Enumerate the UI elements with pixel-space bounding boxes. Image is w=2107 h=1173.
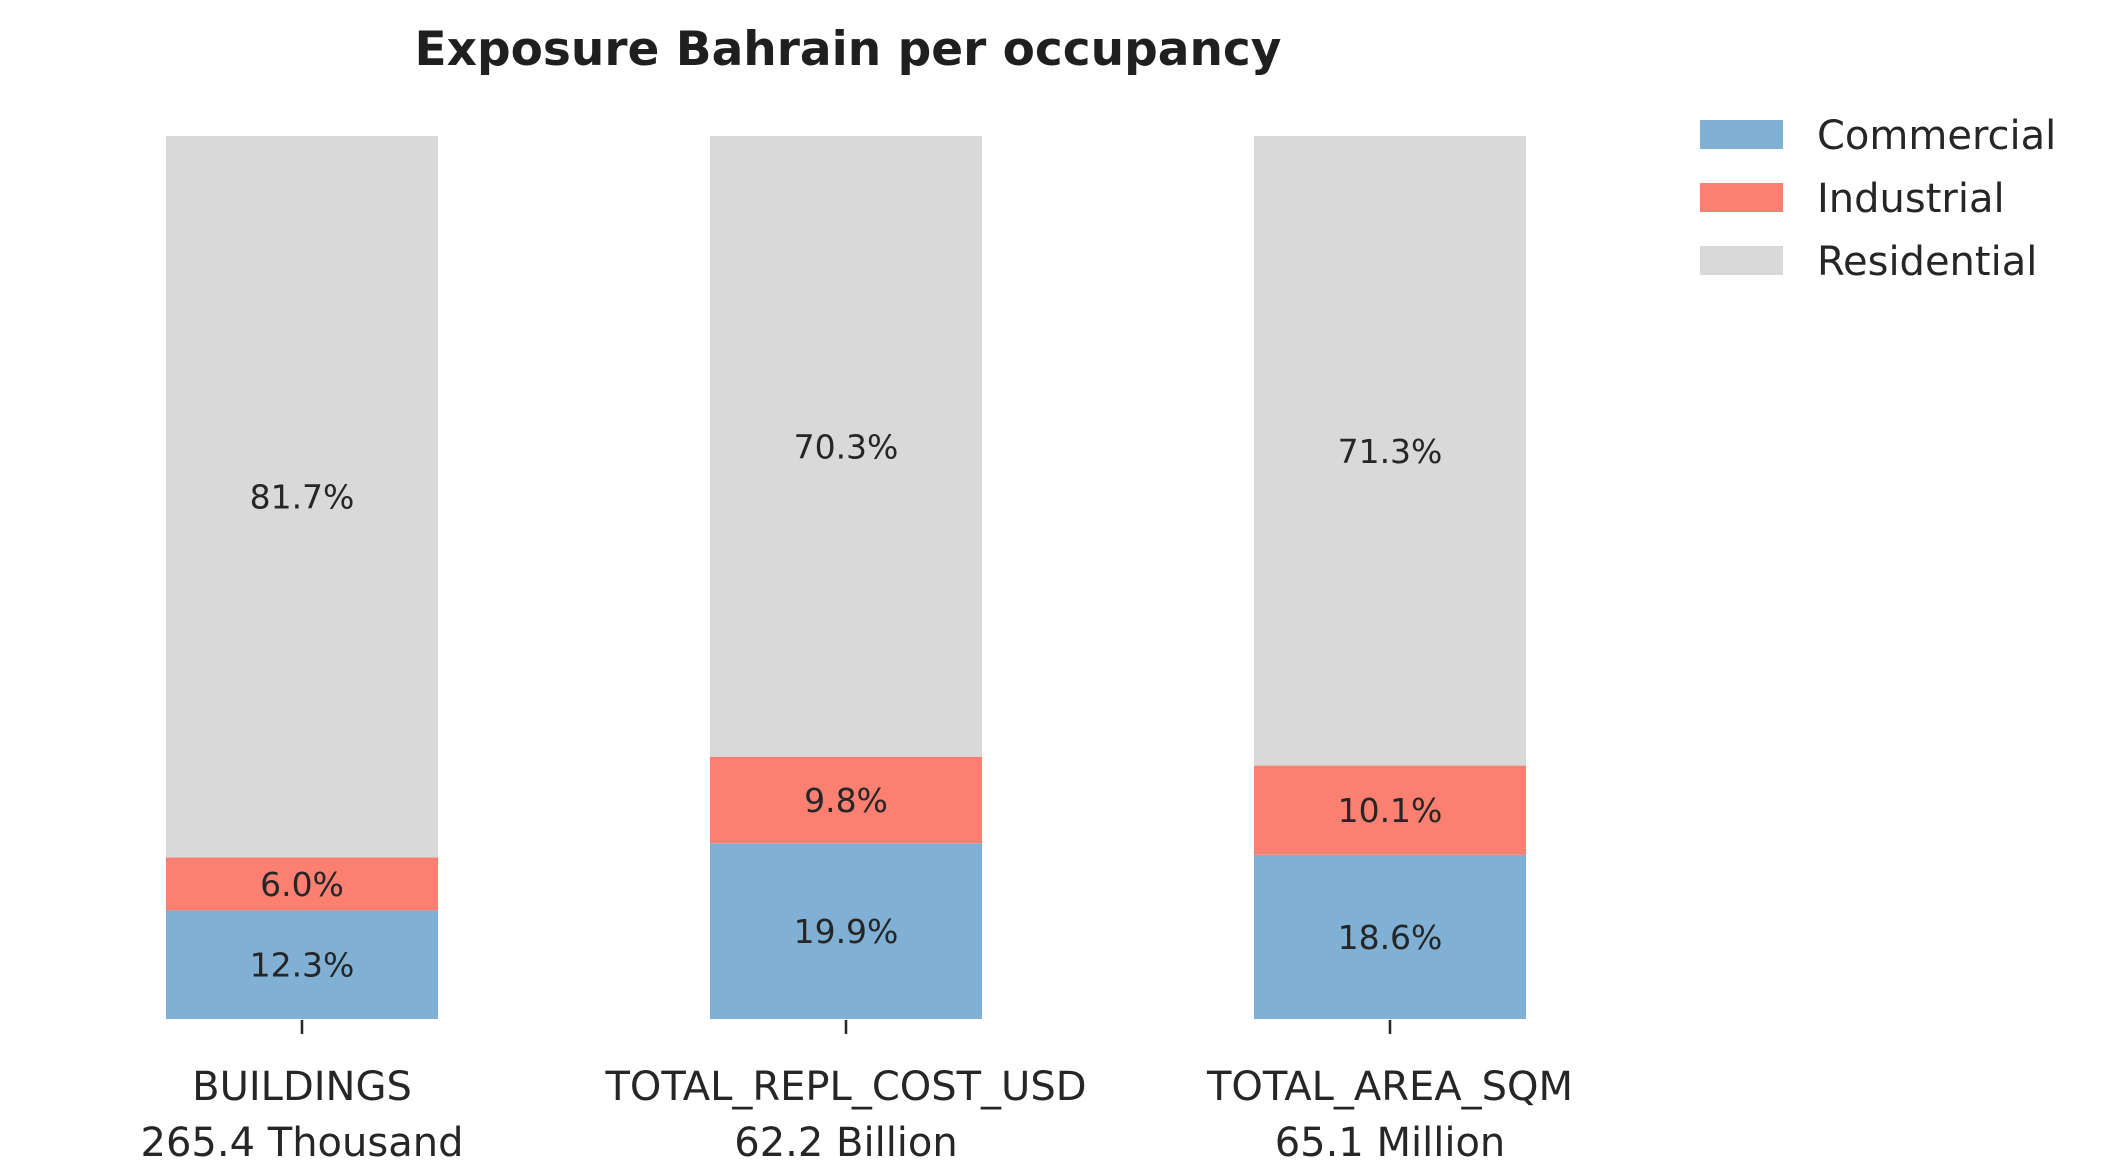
bar-residential-total-area-sqm — [1254, 136, 1526, 766]
data-label-industrial-buildings: 6.0% — [260, 865, 344, 904]
data-label-commercial-total-area-sqm: 18.6% — [1338, 918, 1443, 957]
bar-industrial-total-area-sqm — [1254, 765, 1526, 855]
legend-swatch-commercial — [1700, 120, 1783, 149]
data-label-residential-total-repl-cost-usd: 70.3% — [794, 427, 899, 466]
x-tick-label-buildings: BUILDINGS — [192, 1064, 412, 1110]
data-label-industrial-total-area-sqm: 10.1% — [1338, 791, 1443, 830]
legend-label-industrial: Industrial — [1817, 176, 2005, 222]
bar-residential-buildings — [166, 136, 438, 858]
data-label-residential-total-area-sqm: 71.3% — [1338, 432, 1443, 471]
legend: Commercial Industrial Residential — [1700, 113, 2056, 285]
chart-title: Exposure Bahrain per occupancy — [415, 22, 1282, 77]
x-tick-label-total-repl-cost-usd: TOTAL_REPL_COST_USD — [604, 1064, 1086, 1110]
bar-commercial-buildings — [166, 910, 438, 1019]
data-labels-layer: 12.3% 6.0% 81.7% 19.9% 9.8% 70.3% 18.6% 10.1% 71… — [250, 427, 1443, 984]
bar-industrial-buildings — [166, 857, 438, 911]
x-tick-total-total-repl-cost-usd: 62.2 Billion — [734, 1120, 958, 1166]
data-label-commercial-buildings: 12.3% — [250, 946, 355, 985]
bars-layer — [166, 136, 1526, 1019]
bar-commercial-total-repl-cost-usd — [710, 843, 982, 1019]
x-tick-total-total-area-sqm: 65.1 Million — [1275, 1120, 1506, 1166]
legend-swatch-residential — [1700, 246, 1783, 275]
data-label-commercial-total-repl-cost-usd: 19.9% — [794, 912, 899, 951]
legend-label-residential: Residential — [1817, 239, 2037, 285]
data-label-industrial-total-repl-cost-usd: 9.8% — [804, 781, 888, 820]
legend-label-commercial: Commercial — [1817, 113, 2056, 159]
legend-swatch-industrial — [1700, 183, 1783, 212]
x-tick-label-total-area-sqm: TOTAL_AREA_SQM — [1206, 1064, 1573, 1110]
data-label-residential-buildings: 81.7% — [250, 478, 355, 517]
bar-residential-total-repl-cost-usd — [710, 136, 982, 757]
bar-industrial-total-repl-cost-usd — [710, 756, 982, 844]
bar-commercial-total-area-sqm — [1254, 854, 1526, 1019]
x-tick-total-buildings: 265.4 Thousand — [141, 1120, 464, 1166]
x-axis: BUILDINGS 265.4 Thousand TOTAL_REPL_COST_U… — [141, 1020, 1573, 1166]
